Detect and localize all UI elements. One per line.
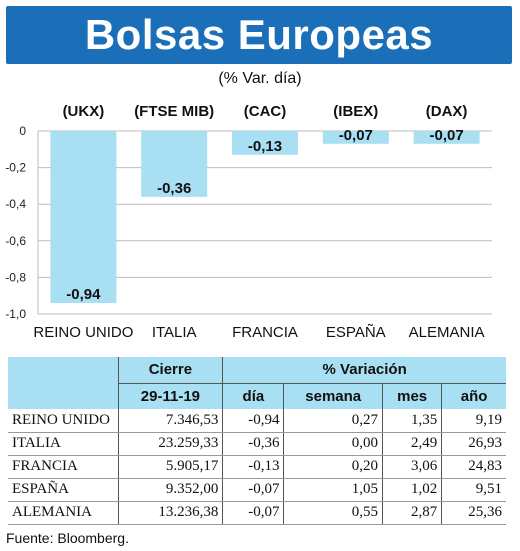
semana-cell: 0,00 <box>283 432 383 456</box>
mes-cell: 2,87 <box>381 501 442 525</box>
bar <box>413 131 480 144</box>
table-corner-cell <box>8 357 118 383</box>
ano-cell: 9,51 <box>441 478 506 502</box>
semana-cell: 0,55 <box>283 501 383 525</box>
cierre-group-header: Cierre <box>117 357 223 383</box>
dia-cell: -0,94 <box>222 409 284 433</box>
table-row: ESPAÑA 9.352,00 -0,07 1,05 1,02 9,51 <box>8 478 506 502</box>
bar <box>322 131 389 144</box>
x-tick-label: ESPAÑA <box>326 324 386 341</box>
cierre-cell: 5.905,17 <box>117 455 223 479</box>
x-tick-label: FRANCIA <box>232 324 298 341</box>
data-label: -0,13 <box>248 138 282 155</box>
data-label: -0,94 <box>66 286 101 303</box>
cierre-cell: 23.259,33 <box>117 432 223 456</box>
table-row: ITALIA 23.259,33 -0,36 0,00 2,49 26,93 <box>8 432 506 456</box>
cierre-cell: 13.236,38 <box>117 501 223 525</box>
x-tick-label: ALEMANIA <box>409 324 485 341</box>
index-label: (UKX) <box>63 103 105 120</box>
dia-cell: -0,36 <box>222 432 284 456</box>
y-tick-label: -1,0 <box>5 307 26 321</box>
semana-cell: 0,20 <box>283 455 383 479</box>
semana-cell: 1,05 <box>283 478 383 502</box>
mes-cell: 1,35 <box>381 409 442 433</box>
row-name: ITALIA <box>8 432 118 456</box>
table-group-header-row: Cierre % Variación <box>8 357 506 383</box>
ano-cell: 9,19 <box>441 409 506 433</box>
table-column-header-row: 29-11-19 día semana mes año <box>8 382 506 409</box>
row-name: ALEMANIA <box>8 501 118 525</box>
index-label: (FTSE MIB) <box>134 103 214 120</box>
dia-cell: -0,13 <box>222 455 284 479</box>
y-tick-label: -0,6 <box>5 234 26 248</box>
index-label: (DAX) <box>426 103 468 120</box>
x-tick-label: ITALIA <box>152 324 197 341</box>
index-label: (CAC) <box>244 103 287 120</box>
ano-cell: 24,83 <box>441 455 506 479</box>
mes-cell: 1,02 <box>381 478 442 502</box>
cierre-cell: 9.352,00 <box>117 478 223 502</box>
dia-cell: -0,07 <box>222 501 284 525</box>
table-row: FRANCIA 5.905,17 -0,13 0,20 3,06 24,83 <box>8 455 506 479</box>
page-title: Bolsas Europeas <box>84 11 434 58</box>
y-tick-label: 0 <box>19 124 26 138</box>
row-name: REINO UNIDO <box>8 409 118 433</box>
x-tick-label: REINO UNIDO <box>33 324 133 341</box>
table-row: ALEMANIA 13.236,38 -0,07 0,55 2,87 25,36 <box>8 501 506 525</box>
table-row: REINO UNIDO 7.346,53 -0,94 0,27 1,35 9,1… <box>8 409 506 433</box>
title-banner: Bolsas Europeas <box>6 6 512 64</box>
data-label: -0,07 <box>429 127 463 144</box>
table-corner-cell <box>8 383 118 409</box>
ano-column-header: año <box>441 382 506 409</box>
y-tick-label: -0,8 <box>5 270 26 284</box>
variacion-group-header: % Variación <box>222 357 506 383</box>
semana-cell: 0,27 <box>283 409 383 433</box>
source-note: Fuente: Bloomberg. <box>6 530 129 546</box>
ano-cell: 25,36 <box>441 501 506 525</box>
bar-chart: 0 -0,2 -0,4 -0,6 -0,8 -1,0 (UKX) -0,94 REINO UNI… <box>5 103 492 341</box>
mes-column-header: mes <box>381 382 442 409</box>
data-table: Cierre % Variación 29-11-19 día semana m… <box>8 357 506 525</box>
ano-cell: 26,93 <box>441 432 506 456</box>
index-label: (IBEX) <box>333 103 378 120</box>
y-tick-label: -0,4 <box>5 197 26 211</box>
y-tick-label: -0,2 <box>5 161 26 175</box>
chart-subtitle: (% Var. día) <box>218 70 302 87</box>
data-label: -0,36 <box>157 180 191 197</box>
row-name: ESPAÑA <box>8 478 118 502</box>
date-column-header: 29-11-19 <box>117 382 223 409</box>
mes-cell: 3,06 <box>381 455 442 479</box>
bar <box>232 131 298 155</box>
data-label: -0,07 <box>339 127 373 144</box>
bar <box>141 131 208 197</box>
bar <box>50 131 117 304</box>
cierre-cell: 7.346,53 <box>117 409 223 433</box>
dia-column-header: día <box>222 382 284 409</box>
mes-cell: 2,49 <box>381 432 442 456</box>
semana-column-header: semana <box>283 382 383 409</box>
row-name: FRANCIA <box>8 455 118 479</box>
dia-cell: -0,07 <box>222 478 284 502</box>
